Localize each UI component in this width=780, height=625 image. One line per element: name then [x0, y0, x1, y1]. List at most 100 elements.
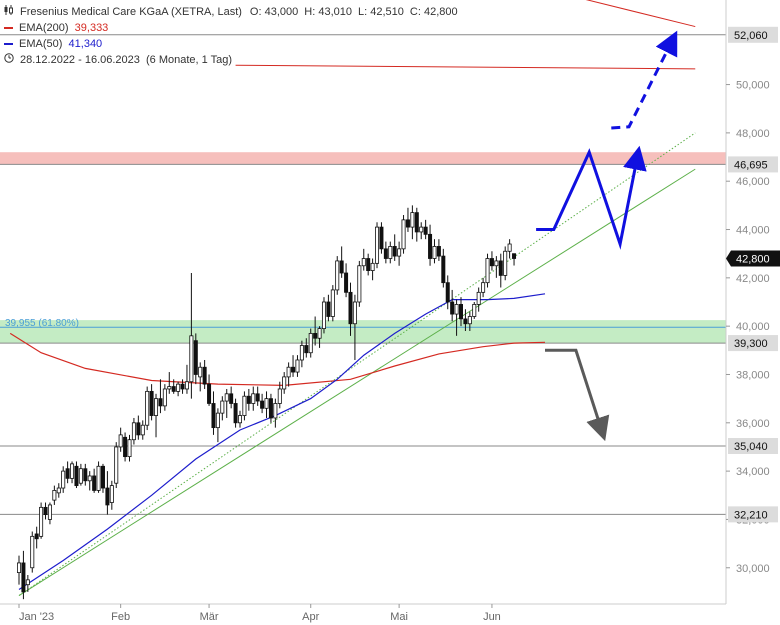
legend-row-instrument: Fresenius Medical Care KGaA (XETRA, Last…	[4, 4, 464, 20]
x-tick-label: Apr	[302, 611, 319, 623]
ema50-label: EMA(50)	[19, 38, 63, 50]
fib-level-label: 39,955 (61.80%)	[5, 318, 79, 329]
candle-body	[207, 383, 212, 404]
candlestick-icon	[4, 4, 14, 20]
level-value-box	[728, 335, 778, 352]
candle-body	[489, 258, 494, 267]
candle-body	[52, 490, 57, 501]
candle-body	[304, 345, 309, 354]
candle-body	[335, 260, 340, 291]
candle-body	[78, 468, 83, 484]
candle-body	[392, 246, 397, 257]
candle-body	[507, 243, 512, 252]
candle-body	[25, 579, 30, 586]
candle-body	[56, 487, 61, 494]
clock-icon	[4, 52, 14, 68]
candle-body	[127, 439, 132, 458]
candle-body	[229, 393, 234, 404]
candle-body	[131, 422, 136, 441]
upper-resistance-2-line	[235, 64, 696, 70]
candle-body	[158, 398, 163, 407]
high-value: 43,010	[318, 6, 352, 18]
ema200-line	[9, 332, 546, 387]
candle-body	[162, 388, 167, 407]
chart-legend: Fresenius Medical Care KGaA (XETRA, Last…	[4, 4, 464, 68]
candle-body	[39, 506, 44, 537]
candle-body	[70, 463, 75, 479]
candle-body	[405, 219, 410, 228]
candle-body	[388, 246, 393, 259]
inner-trend-line	[18, 132, 696, 596]
candle-body	[109, 485, 114, 503]
candle-body	[419, 226, 424, 233]
x-tick-label: Mai	[390, 611, 408, 623]
candle-body	[184, 381, 189, 390]
level-value-label: 35,040	[734, 441, 768, 453]
y-tick-label: 38,000	[736, 369, 770, 381]
candle-body	[348, 291, 353, 325]
candle-body	[441, 255, 446, 284]
candle-body	[498, 260, 503, 276]
open-value: 43,000	[264, 6, 299, 18]
candle-body	[476, 291, 481, 305]
last-price-label: 42,800	[736, 254, 770, 266]
candle-body	[255, 393, 260, 402]
candle-body	[467, 316, 472, 325]
candle-body	[330, 289, 335, 317]
candle-body	[30, 535, 35, 569]
level-value-label: 32,210	[734, 509, 768, 521]
candle-body	[463, 318, 468, 325]
candle-body	[92, 475, 97, 491]
candle-body	[286, 366, 291, 378]
candle-body	[16, 562, 21, 573]
candle-body	[21, 562, 26, 593]
level-value-label: 46,695	[734, 159, 768, 171]
candle-body	[503, 250, 508, 276]
legend-row-ema50: EMA(50) 41,340	[4, 36, 464, 52]
candle-body	[428, 233, 433, 259]
candle-body	[361, 258, 366, 267]
candle-body	[432, 246, 437, 259]
ema50-line	[18, 293, 546, 591]
x-tick-label: Jan '23	[19, 611, 54, 623]
ema200-value: 39,333	[74, 22, 109, 34]
candle-body	[167, 386, 172, 390]
high-label: H:	[304, 6, 316, 18]
candle-body	[326, 301, 331, 317]
candle-body	[481, 282, 486, 293]
candle-body	[251, 393, 256, 404]
candle-body	[47, 504, 52, 520]
instrument-name: Fresenius Medical Care KGaA (XETRA, Last…	[20, 6, 242, 18]
candle-body	[410, 212, 415, 228]
candle-body	[450, 301, 455, 315]
upper-resistance-line	[585, 0, 696, 28]
y-tick-label: 42,000	[736, 273, 770, 285]
candle-body	[494, 260, 499, 267]
y-tick-label: 48,000	[736, 128, 770, 140]
y-tick-label: 46,000	[736, 176, 770, 188]
candle-body	[375, 226, 380, 264]
candle-body	[189, 335, 194, 383]
candle-body	[215, 412, 220, 429]
y-tick-label: 44,000	[736, 225, 770, 237]
candle-body	[273, 403, 278, 419]
candle-body	[100, 465, 105, 489]
candle-body	[352, 301, 357, 325]
ema50-value: 41,340	[68, 38, 103, 50]
candle-body	[83, 468, 88, 482]
candle-body	[123, 436, 128, 458]
candle-body	[198, 366, 203, 378]
candle-body	[339, 260, 344, 274]
last-price-box	[726, 250, 780, 267]
candle-body	[154, 398, 159, 416]
candle-body	[485, 258, 490, 284]
candle-body	[472, 304, 477, 317]
candle-body	[34, 533, 39, 540]
y-tick-label: 50,000	[736, 80, 770, 92]
candle-body	[114, 446, 119, 484]
candle-body	[295, 359, 300, 373]
x-tick-label: Feb	[111, 611, 130, 623]
date-range: 28.12.2022 - 16.06.2023	[20, 54, 140, 66]
open-label: O:	[249, 6, 262, 18]
